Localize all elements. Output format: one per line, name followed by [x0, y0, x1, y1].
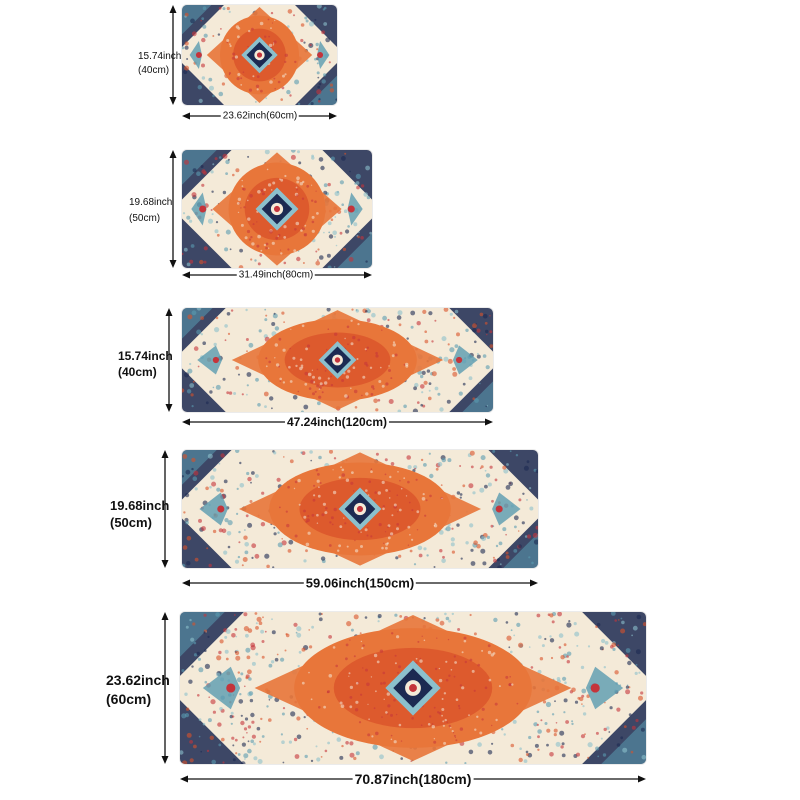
rug-50x150-width-label: 59.06inch(150cm) — [303, 575, 417, 591]
rug-40x120-height-arrow — [165, 308, 173, 412]
rug-40x120-height-label: 15.74inch (40cm) — [118, 349, 173, 379]
rug-50x150-height-arrow — [161, 450, 169, 568]
rug-50x150-height-label: 19.68inch (50cm) — [110, 498, 170, 530]
rug-40x60-width-label: 23.62inch(60cm) — [220, 110, 300, 122]
rug-40x60-height-arrow — [169, 5, 177, 105]
rug-50x80-height-arrow — [169, 150, 177, 268]
rug-50x150-image — [182, 450, 538, 568]
rug-40x120-width-label: 47.24inch(120cm) — [284, 415, 390, 429]
rug-50x80-image — [182, 150, 372, 268]
rug-60x180-height-arrow — [161, 612, 169, 764]
rug-40x60-height-label: 15.74inch (40cm) — [138, 51, 182, 76]
rug-50x80-height-label: 19.68inch (50cm) — [129, 197, 173, 224]
rug-40x120-image — [182, 308, 493, 412]
rug-60x180-width-label: 70.87inch(180cm) — [352, 771, 474, 787]
rug-40x60-image — [182, 5, 337, 105]
rug-60x180-height-label: 23.62inch (60cm) — [106, 672, 170, 707]
rug-60x180-image — [180, 612, 646, 764]
rug-50x80-width-label: 31.49inch(80cm) — [236, 269, 316, 281]
